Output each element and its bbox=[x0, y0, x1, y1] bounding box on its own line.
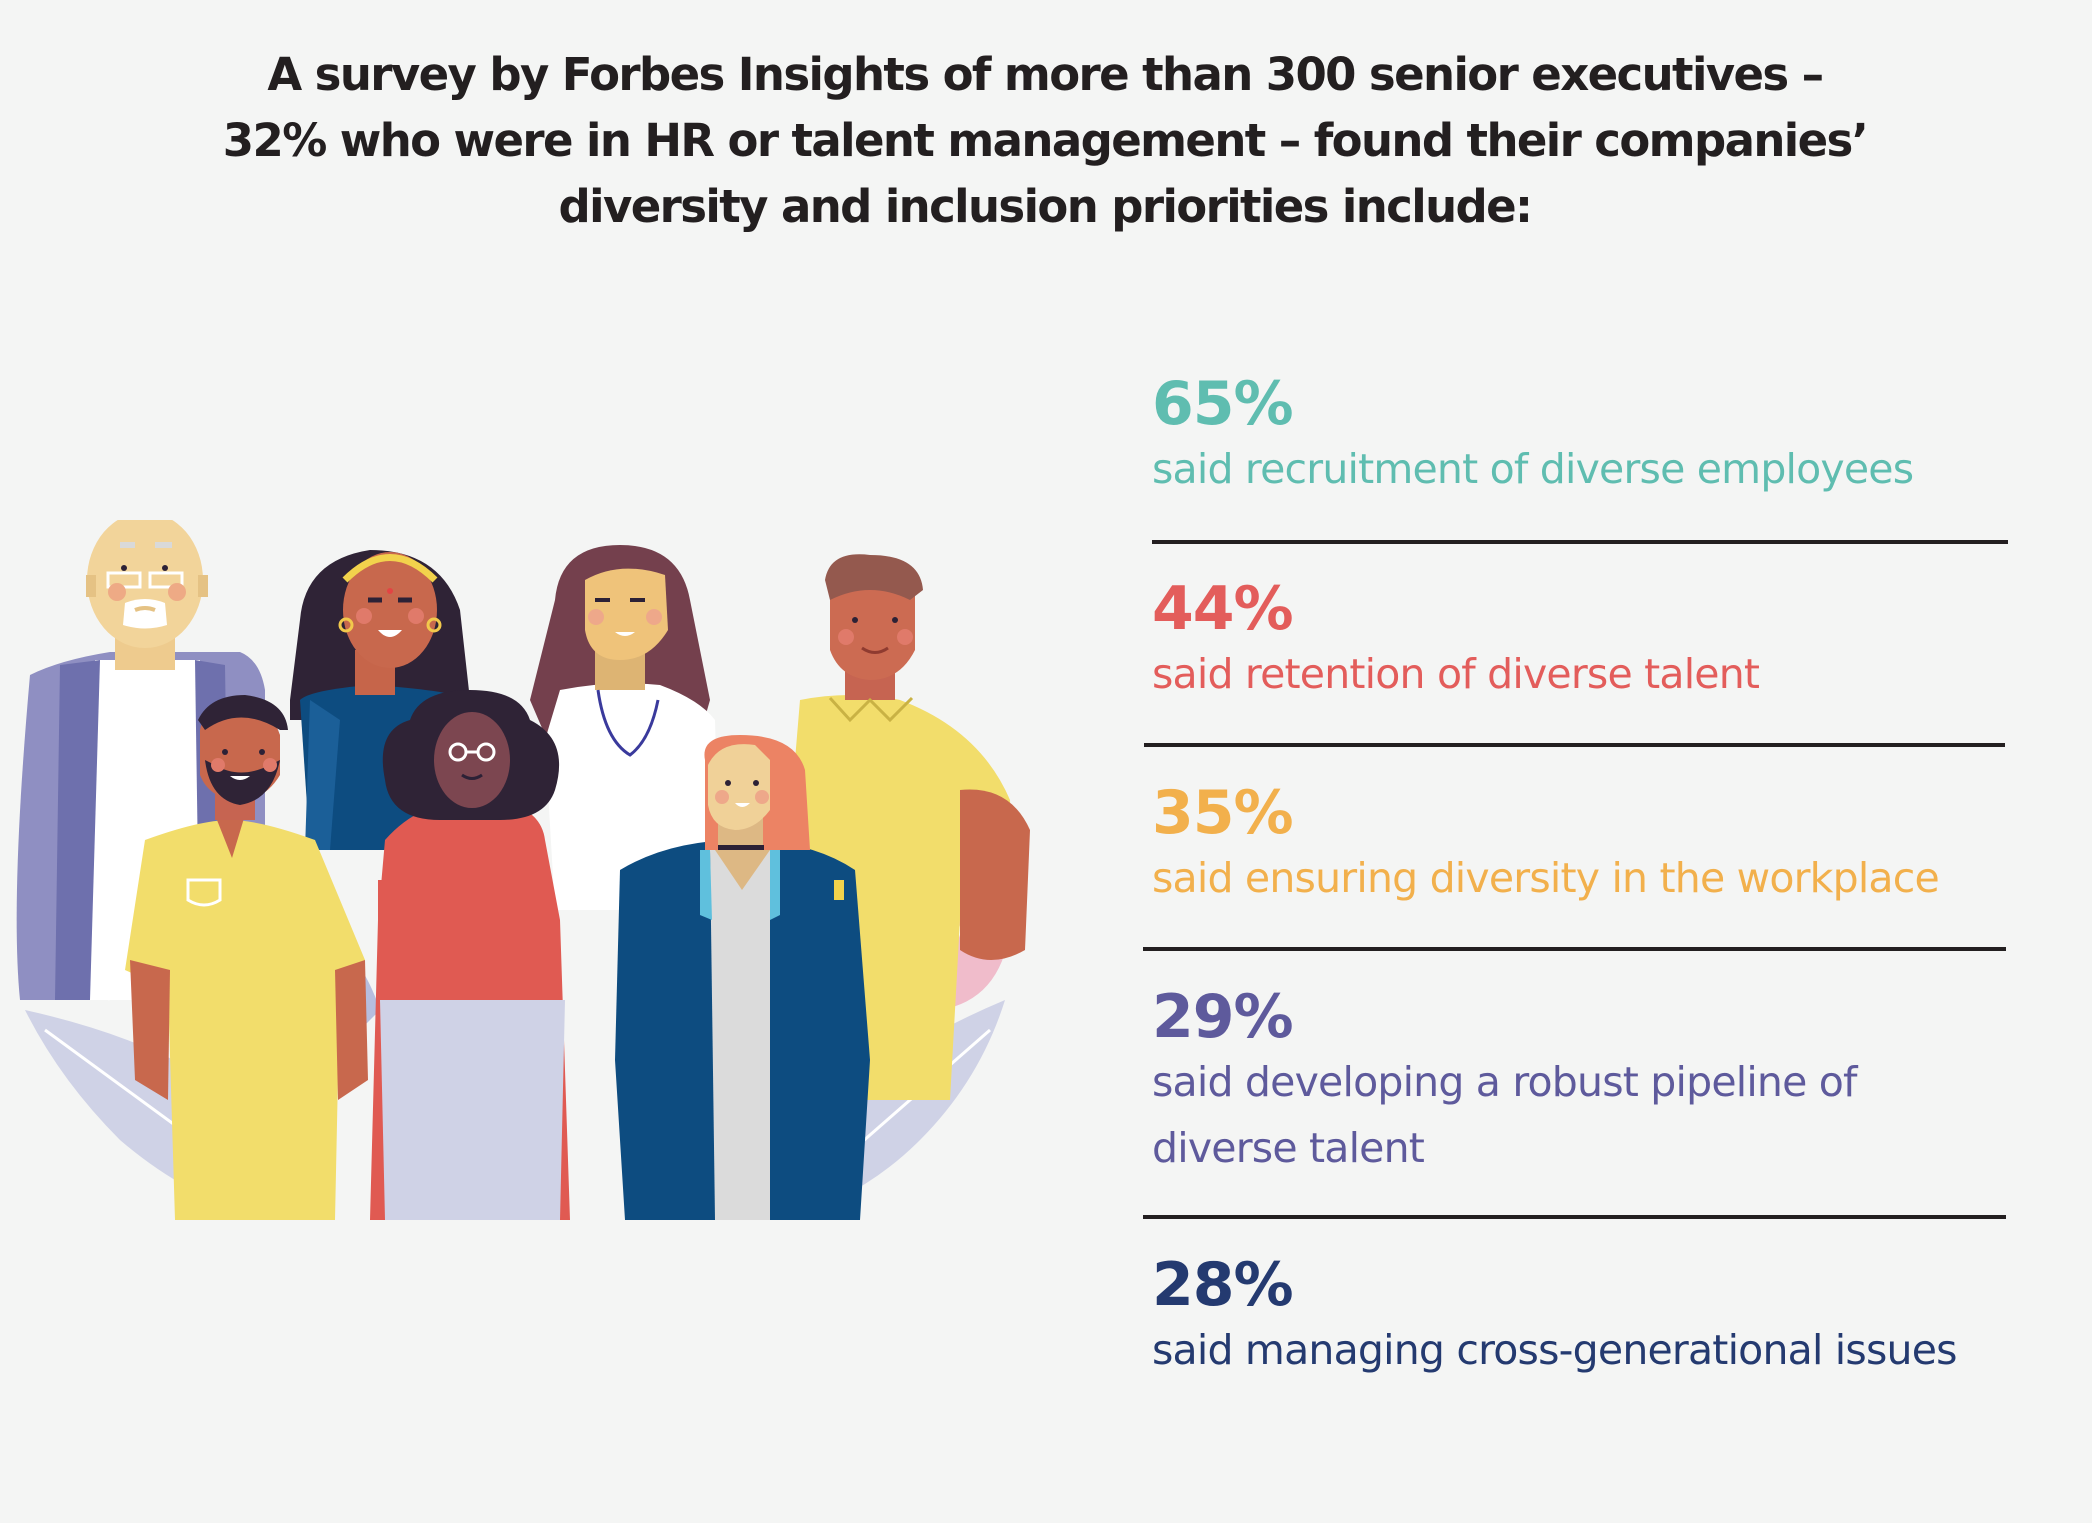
stat-percentage: 65% bbox=[1152, 369, 1294, 439]
stat-description: said retention of diverse talent bbox=[1152, 650, 1760, 698]
stat-description-line-1: said developing a robust pipeline of bbox=[1152, 1058, 1858, 1106]
headline-line-3: diversity and inclusion priorities inclu… bbox=[558, 180, 1534, 233]
divider bbox=[1152, 540, 2008, 544]
stat-percentage: 28% bbox=[1152, 1250, 1294, 1320]
divider bbox=[1143, 1215, 2006, 1219]
stat-item-cross-generational: 28% said managing cross-generational iss… bbox=[1152, 1253, 1957, 1383]
person-orange-hair bbox=[615, 735, 870, 1220]
headline-line-2: 32% who were in HR or talent management … bbox=[222, 114, 1869, 167]
stat-percentage: 44% bbox=[1152, 574, 1294, 644]
stat-item-retention: 44% said retention of diverse talent bbox=[1152, 574, 1760, 707]
stat-item-talent-pipeline: 29% said developing a robust pipeline of… bbox=[1152, 982, 1858, 1181]
person-woman-afro bbox=[370, 690, 570, 1220]
stat-description-line-2: diverse talent bbox=[1152, 1124, 1425, 1172]
stats-list: 65% said recruitment of diverse employee… bbox=[1143, 0, 2052, 1523]
diverse-people-illustration bbox=[0, 512, 1050, 1220]
headline-line-1: A survey by Forbes Insights of more than… bbox=[267, 48, 1824, 101]
divider bbox=[1144, 743, 2005, 747]
divider bbox=[1143, 947, 2006, 951]
headline: A survey by Forbes Insights of more than… bbox=[100, 42, 1990, 240]
stat-description: said recruitment of diverse employees bbox=[1152, 445, 1914, 493]
stat-item-recruitment: 65% said recruitment of diverse employee… bbox=[1152, 369, 1914, 502]
person-bearded-man bbox=[125, 695, 368, 1220]
stat-description: said ensuring diversity in the workplace bbox=[1152, 854, 1940, 902]
stat-item-workplace-diversity: 35% said ensuring diversity in the workp… bbox=[1152, 778, 1940, 911]
stat-percentage: 29% bbox=[1152, 982, 1294, 1052]
stat-description: said managing cross-generational issues bbox=[1152, 1326, 1957, 1374]
stat-percentage: 35% bbox=[1152, 778, 1294, 848]
